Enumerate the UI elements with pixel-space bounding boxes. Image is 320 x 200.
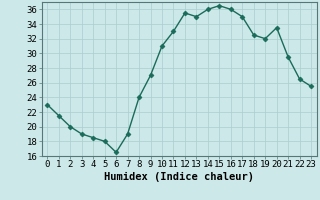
X-axis label: Humidex (Indice chaleur): Humidex (Indice chaleur) xyxy=(104,172,254,182)
